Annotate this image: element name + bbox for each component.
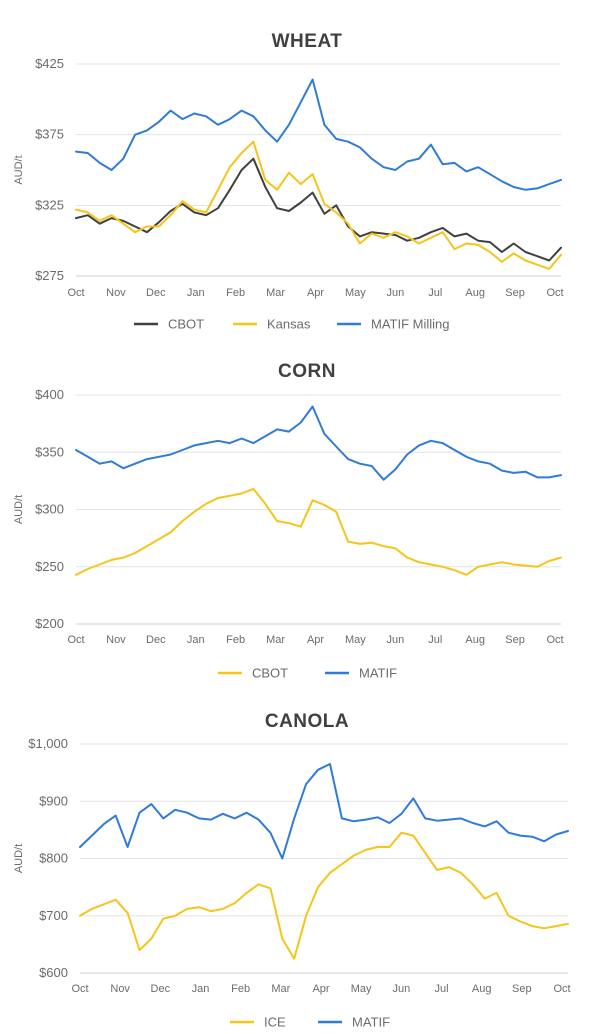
corn-chart-title: CORN (278, 361, 336, 382)
wheat-x-tick-label: Jan (187, 287, 205, 299)
wheat-legend: CBOT Kansas MATIF Milling (134, 317, 449, 332)
corn-x-tick-label: Nov (106, 634, 126, 646)
canola-y-tick-label: $600 (39, 965, 68, 980)
wheat-x-tick-label: Nov (106, 287, 126, 299)
canola-x-tick-label: Jan (192, 983, 210, 995)
corn-x-tick-label: Apr (307, 634, 324, 646)
wheat-x-tick-label: Dec (146, 287, 166, 299)
corn-legend: CBOT MATIF (218, 666, 397, 681)
wheat-chart-title: WHEAT (272, 31, 343, 52)
wheat-y-tick-label: $275 (35, 268, 64, 283)
legend-label: MATIF (352, 1015, 390, 1030)
canola-x-tick-label: Jun (392, 983, 410, 995)
corn-x-tick-label: May (345, 634, 366, 646)
corn-y-tick-label: $200 (35, 616, 64, 631)
corn-x-tick-label: Feb (226, 634, 245, 646)
canola-x-tick-label: Aug (472, 983, 492, 995)
wheat-x-tick-label: Aug (465, 287, 485, 299)
corn-y-axis-label: AUD/t (13, 495, 25, 524)
canola-x-tick-label: Jul (434, 983, 448, 995)
corn-x-tick-label: Mar (266, 634, 285, 646)
corn-series-cbot (75, 487, 562, 576)
canola-legend: ICE MATIF (230, 1015, 390, 1030)
legend-label: MATIF (359, 666, 397, 681)
canola-x-tick-label: Mar (271, 983, 290, 995)
legend-label: CBOT (252, 666, 288, 681)
wheat-x-tick-label: May (345, 287, 366, 299)
canola-x-tick-label: Feb (231, 983, 250, 995)
corn-series-matif (75, 405, 562, 481)
wheat-x-tick-label: Jun (386, 287, 404, 299)
corn-x-tick-label: Oct (546, 634, 563, 646)
corn-y-tick-label: $250 (35, 559, 64, 574)
canola-x-tick-label: May (351, 983, 372, 995)
corn-x-tick-label: Jan (187, 634, 205, 646)
canola-y-tick-label: $1,000 (28, 736, 68, 751)
legend-label: Kansas (267, 317, 311, 332)
wheat-x-tick-label: Sep (505, 287, 525, 299)
wheat-x-tick-label: Oct (67, 287, 84, 299)
corn-x-tick-label: Oct (67, 634, 84, 646)
canola-chart-title: CANOLA (265, 711, 349, 732)
canola-x-tick-label: Oct (553, 983, 570, 995)
wheat-x-tick-label: Jul (428, 287, 442, 299)
wheat-x-tick-label: Feb (226, 287, 245, 299)
wheat-x-tick-label: Mar (266, 287, 285, 299)
canola-chart: CANOLA $600 $700 $800 $900 $1,000 AUD/t Oct Nov D… (13, 711, 571, 1030)
canola-x-tick-label: Apr (312, 983, 329, 995)
wheat-x-tick-label: Apr (307, 287, 324, 299)
corn-x-tick-label: Sep (505, 634, 525, 646)
corn-x-tick-label: Aug (465, 634, 485, 646)
corn-x-tick-label: Jul (428, 634, 442, 646)
corn-x-tick-label: Dec (146, 634, 166, 646)
wheat-series-cbot (75, 157, 562, 262)
wheat-y-tick-label: $375 (35, 127, 64, 142)
wheat-y-axis-label: AUD/t (13, 155, 25, 184)
canola-x-tick-label: Sep (512, 983, 532, 995)
legend-label: ICE (264, 1015, 286, 1030)
corn-chart: CORN $200 $250 $300 $350 $400 AUD/t Oct Nov Dec Ja… (13, 361, 564, 681)
wheat-chart: WHEAT $275 $325 $375 $425 AUD/t Oct Nov Dec Jan Fe… (13, 31, 564, 332)
canola-x-tick-label: Dec (151, 983, 171, 995)
canola-series-ice (79, 831, 569, 960)
canola-y-tick-label: $700 (39, 908, 68, 923)
corn-x-tick-label: Jun (386, 634, 404, 646)
legend-label: MATIF Milling (371, 317, 449, 332)
wheat-y-tick-label: $325 (35, 197, 64, 212)
canola-y-tick-label: $900 (39, 793, 68, 808)
corn-y-tick-label: $300 (35, 502, 64, 517)
corn-y-tick-label: $350 (35, 444, 64, 459)
wheat-x-tick-label: Oct (546, 287, 563, 299)
canola-y-axis-label: AUD/t (13, 844, 25, 873)
wheat-y-tick-label: $425 (35, 56, 64, 71)
canola-x-tick-label: Nov (110, 983, 130, 995)
legend-label: CBOT (168, 317, 204, 332)
wheat-series-matif-milling (75, 78, 562, 191)
canola-x-tick-label: Oct (71, 983, 88, 995)
corn-y-tick-label: $400 (35, 387, 64, 402)
wheat-series-kansas (75, 140, 562, 270)
canola-y-tick-label: $800 (39, 851, 68, 866)
canola-series-matif (79, 763, 569, 860)
